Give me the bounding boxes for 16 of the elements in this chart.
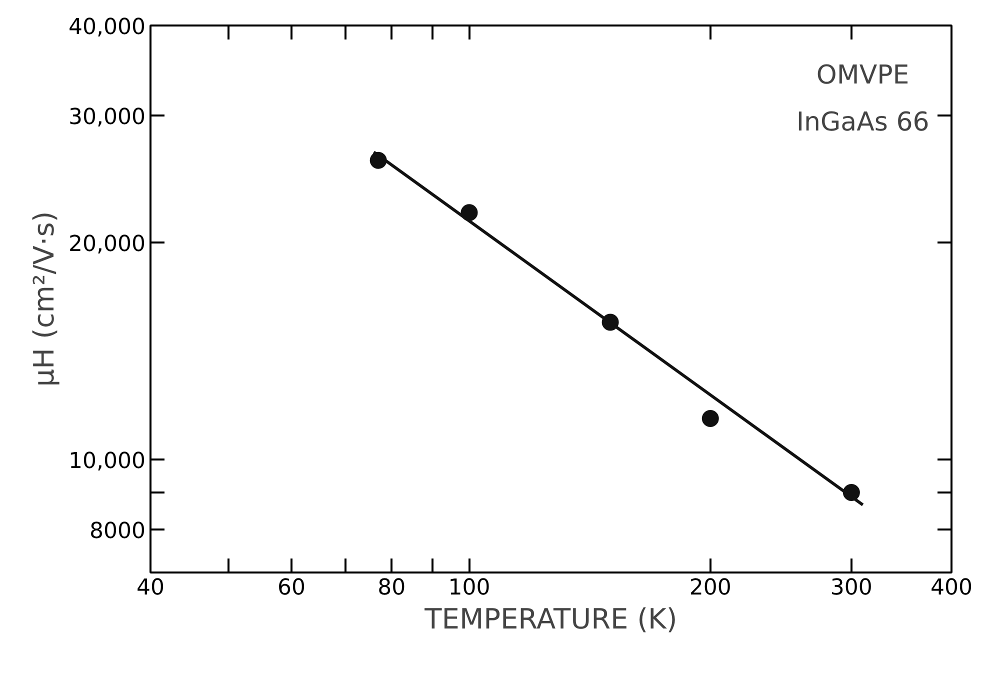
x-tick-label: 300: [830, 576, 872, 600]
x-tick-label: 40: [136, 576, 165, 600]
y-tick-label: 40,000: [68, 15, 146, 40]
y-tick-label: 20,000: [68, 232, 146, 257]
y-tick-label: 30,000: [68, 105, 146, 130]
x-tick-label: 100: [448, 576, 490, 600]
x-tick-label: 80: [378, 576, 406, 600]
y-tick-label: 8000: [90, 518, 146, 544]
annotation: InGaAs 66: [796, 108, 930, 138]
x-axis-title: TEMPERATURE (K): [424, 602, 678, 636]
x-tick-label: 60: [278, 576, 306, 600]
annotation: OMVPE: [816, 60, 910, 91]
x-tick-label: 400: [930, 576, 973, 600]
x-tick-label: 200: [689, 576, 732, 600]
y-axis-title: μH (cm²/V·s): [28, 211, 61, 387]
y-tick-label: 10,000: [68, 448, 146, 474]
